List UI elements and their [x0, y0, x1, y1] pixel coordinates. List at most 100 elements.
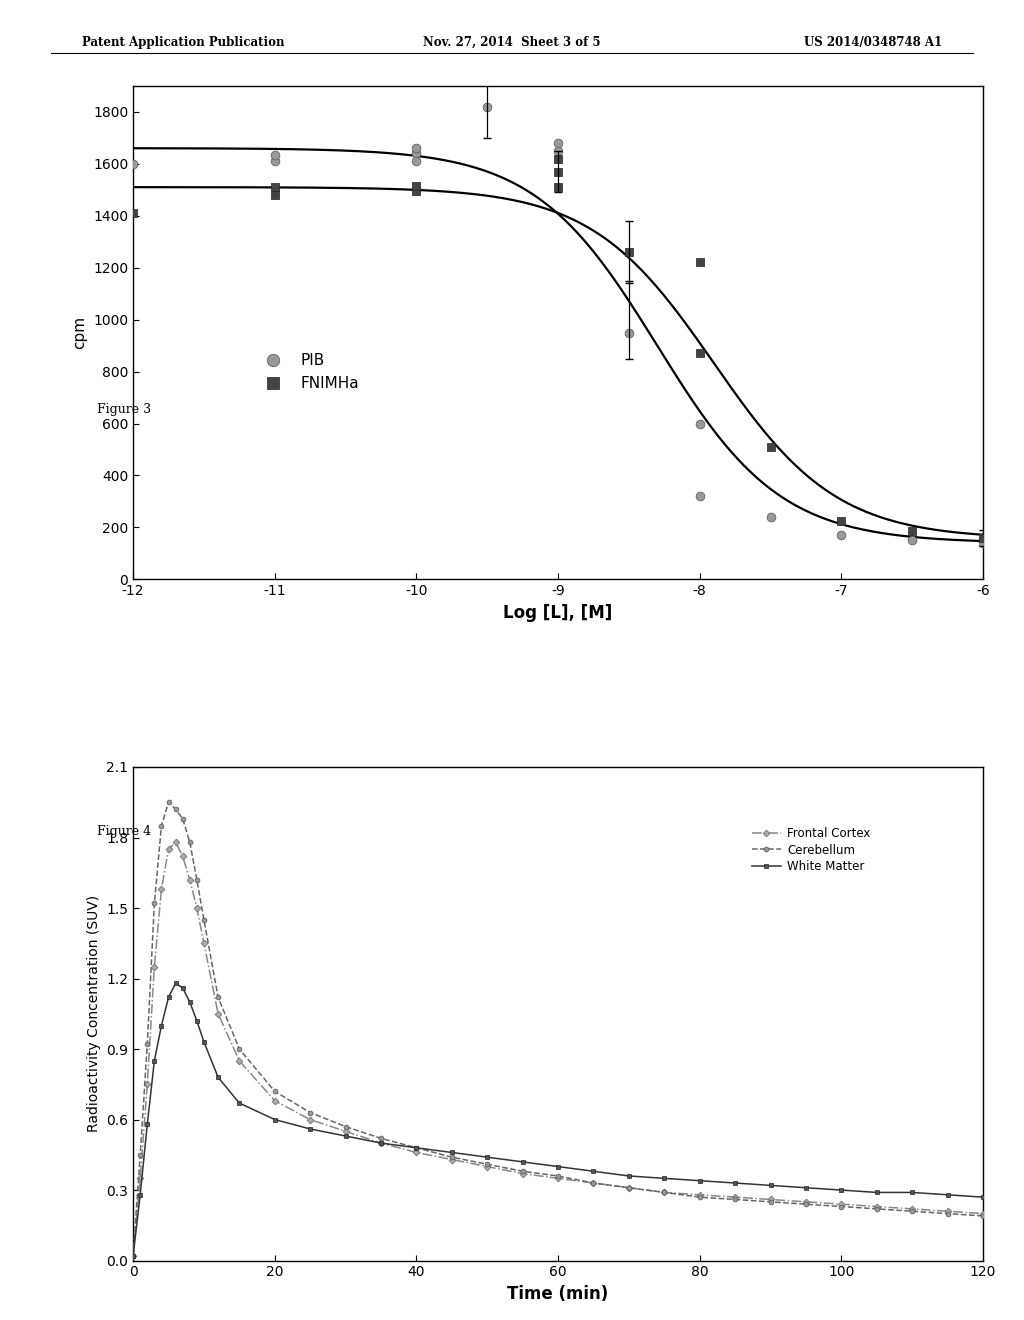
Cerebellum	[340, 1118, 352, 1134]
Frontal Cortex	[764, 1192, 776, 1208]
Frontal Cortex	[163, 841, 175, 857]
Cerebellum	[552, 1168, 564, 1184]
Text: US 2014/0348748 A1: US 2014/0348748 A1	[804, 36, 942, 49]
Cerebellum	[977, 1208, 989, 1224]
Point	[409, 137, 425, 158]
Y-axis label: cpm: cpm	[73, 315, 87, 350]
White Matter	[836, 1183, 848, 1199]
Frontal Cortex	[304, 1111, 316, 1127]
Frontal Cortex	[552, 1171, 564, 1187]
Frontal Cortex	[268, 1093, 281, 1109]
Frontal Cortex	[127, 1247, 139, 1263]
Cerebellum	[190, 873, 203, 888]
White Matter	[977, 1189, 989, 1205]
Point	[409, 176, 425, 197]
White Matter	[870, 1184, 883, 1200]
Cerebellum	[163, 795, 175, 810]
Frontal Cortex	[481, 1159, 494, 1175]
White Matter	[233, 1096, 246, 1111]
Point	[125, 153, 141, 174]
Point	[550, 177, 566, 198]
Frontal Cortex	[516, 1166, 528, 1181]
Cerebellum	[176, 810, 188, 826]
Cerebellum	[729, 1192, 741, 1208]
Frontal Cortex	[169, 834, 182, 850]
Point	[904, 529, 921, 550]
Cerebellum	[169, 801, 182, 817]
Point	[550, 140, 566, 161]
Cerebellum	[623, 1180, 635, 1196]
White Matter	[623, 1168, 635, 1184]
Cerebellum	[411, 1140, 423, 1156]
Point	[266, 150, 283, 172]
Point	[550, 132, 566, 153]
Point	[691, 486, 708, 507]
White Matter	[375, 1135, 387, 1151]
White Matter	[764, 1177, 776, 1193]
Point	[125, 202, 141, 223]
Legend: Frontal Cortex, Cerebellum, White Matter: Frontal Cortex, Cerebellum, White Matter	[746, 822, 876, 878]
Cerebellum	[516, 1163, 528, 1179]
Frontal Cortex	[190, 900, 203, 916]
Frontal Cortex	[445, 1151, 458, 1167]
Frontal Cortex	[729, 1189, 741, 1205]
Cerebellum	[183, 834, 196, 850]
Point	[621, 322, 637, 343]
White Matter	[693, 1172, 706, 1188]
Cerebellum	[588, 1175, 600, 1191]
Frontal Cortex	[375, 1135, 387, 1151]
White Matter	[588, 1163, 600, 1179]
Cerebellum	[870, 1201, 883, 1217]
White Matter	[134, 1187, 146, 1203]
Cerebellum	[481, 1156, 494, 1172]
White Matter	[212, 1069, 224, 1085]
White Matter	[800, 1180, 812, 1196]
Point	[409, 143, 425, 164]
Frontal Cortex	[836, 1196, 848, 1212]
White Matter	[268, 1111, 281, 1127]
Text: Figure 3: Figure 3	[97, 403, 152, 416]
Frontal Cortex	[693, 1187, 706, 1203]
Cerebellum	[693, 1189, 706, 1205]
White Matter	[141, 1117, 154, 1133]
Cerebellum	[800, 1196, 812, 1212]
Cerebellum	[134, 1147, 146, 1163]
Text: Patent Application Publication: Patent Application Publication	[82, 36, 285, 49]
White Matter	[127, 1247, 139, 1263]
White Matter	[198, 1034, 210, 1049]
White Matter	[176, 979, 188, 995]
Frontal Cortex	[134, 1171, 146, 1187]
Cerebellum	[836, 1199, 848, 1214]
Point	[691, 252, 708, 273]
White Matter	[445, 1144, 458, 1160]
Frontal Cortex	[198, 936, 210, 952]
Point	[834, 524, 850, 545]
White Matter	[148, 1053, 161, 1069]
Cerebellum	[375, 1130, 387, 1146]
Cerebellum	[233, 1041, 246, 1057]
Point	[409, 181, 425, 202]
White Matter	[304, 1121, 316, 1137]
Point	[266, 177, 283, 198]
X-axis label: Log [L], [M]: Log [L], [M]	[504, 603, 612, 622]
Frontal Cortex	[340, 1123, 352, 1139]
Point	[763, 507, 779, 528]
Text: Nov. 27, 2014  Sheet 3 of 5: Nov. 27, 2014 Sheet 3 of 5	[423, 36, 601, 49]
Cerebellum	[148, 895, 161, 911]
Line: Frontal Cortex: Frontal Cortex	[131, 840, 985, 1258]
Frontal Cortex	[411, 1144, 423, 1160]
Point	[691, 413, 708, 434]
White Matter	[411, 1140, 423, 1156]
Cerebellum	[156, 818, 168, 834]
Frontal Cortex	[870, 1199, 883, 1214]
White Matter	[169, 975, 182, 991]
Point	[409, 150, 425, 172]
Cerebellum	[268, 1084, 281, 1100]
Legend: PIB, FNIMHa: PIB, FNIMHa	[251, 347, 365, 397]
Point	[904, 521, 921, 543]
White Matter	[906, 1184, 919, 1200]
White Matter	[941, 1187, 953, 1203]
Frontal Cortex	[941, 1204, 953, 1220]
Cerebellum	[658, 1184, 671, 1200]
Point	[621, 242, 637, 263]
